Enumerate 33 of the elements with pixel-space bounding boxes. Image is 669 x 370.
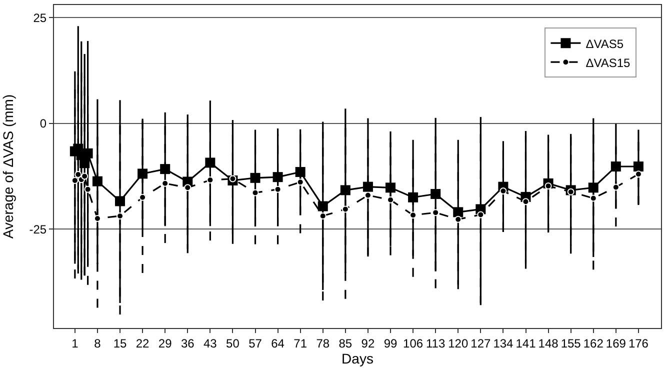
x-tick-label: 99 (384, 336, 398, 350)
x-tick-label: 43 (204, 336, 218, 350)
x-tick-label: 57 (248, 336, 262, 350)
x-tick-label: 8 (94, 336, 102, 350)
x-tick-label: 106 (403, 336, 424, 350)
x-tick-label: 85 (338, 336, 352, 350)
x-tick-label: 169 (606, 336, 626, 350)
y-tick-label: -25 (29, 222, 47, 236)
x-tick-label: 155 (560, 336, 582, 350)
x-tick-label: 141 (516, 336, 536, 350)
x-tick-label: 1 (72, 336, 79, 350)
x-tick-label: 22 (136, 336, 150, 350)
x-tick-label: 71 (294, 336, 308, 350)
x-tick-label: 29 (158, 336, 172, 350)
y-axis-title: Average of ΔVAS (mm) (0, 94, 16, 239)
y-tick-label: 0 (40, 116, 47, 131)
x-tick-label: 162 (583, 336, 604, 350)
legend-label: ΔVAS5 (586, 36, 624, 51)
x-tick-label: 50 (226, 336, 240, 350)
x-axis-title: Days (342, 350, 374, 366)
x-tick-label: 113 (426, 336, 446, 350)
x-tick-label: 15 (113, 336, 128, 350)
x-tick-label: 78 (316, 336, 330, 350)
x-tick-label: 127 (470, 336, 491, 350)
x-tick-label: 134 (493, 336, 514, 350)
legend-label: ΔVAS15 (586, 56, 631, 70)
y-tick-label: 25 (33, 10, 47, 25)
x-tick-label: 64 (271, 336, 285, 350)
x-tick-label: 176 (628, 336, 649, 350)
x-tick-label: 92 (361, 336, 375, 350)
x-tick-label: 36 (180, 336, 195, 350)
x-tick-label: 148 (538, 336, 559, 350)
x-tick-label: 120 (448, 336, 468, 350)
